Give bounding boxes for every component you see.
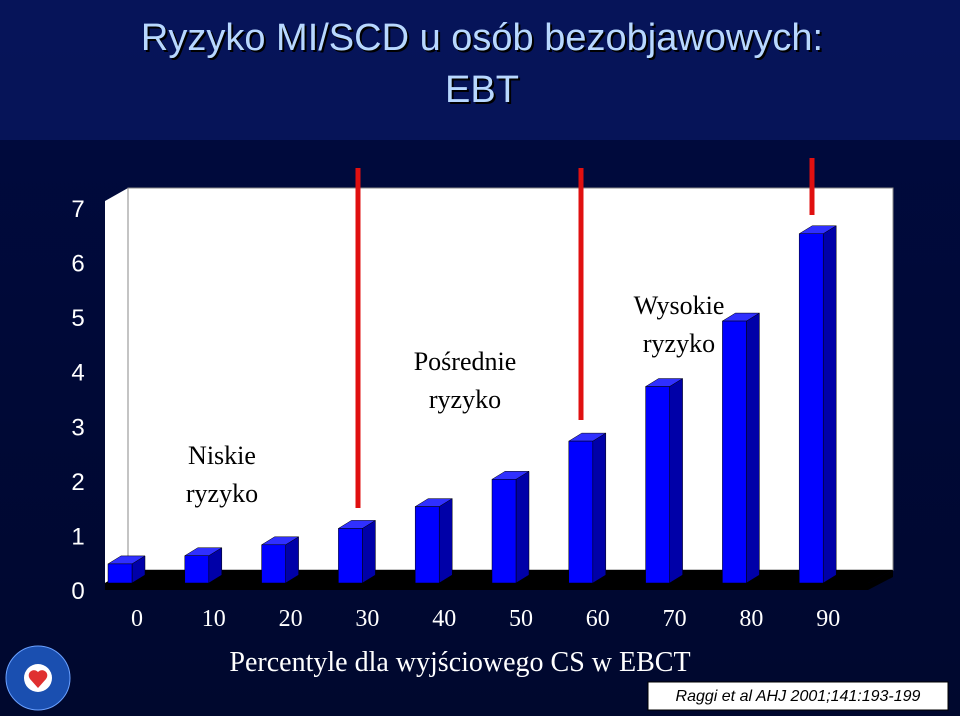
x-tick-label: 50 — [509, 606, 533, 632]
x-tick-label: 40 — [432, 606, 456, 632]
x-tick-label: 70 — [663, 606, 687, 632]
annotation: ryzyko — [186, 479, 258, 508]
x-tick-label: 10 — [202, 606, 226, 632]
bar-side — [438, 498, 453, 584]
bar-side — [515, 470, 530, 584]
y-tick-label: 0 — [71, 578, 84, 605]
x-tick-label: 0 — [131, 606, 143, 632]
bar — [107, 563, 133, 584]
bar-side — [669, 378, 683, 584]
bar — [491, 479, 517, 584]
y-tick-label: 4 — [71, 360, 84, 387]
y-tick-label: 5 — [71, 305, 84, 332]
x-axis-label: Percentyle dla wyjściowego CS w EBCT — [229, 647, 690, 678]
annotation: Niskie — [188, 441, 256, 470]
y-tick-label: 3 — [71, 414, 84, 441]
annotation: Pośrednie — [414, 347, 517, 376]
bar-side — [362, 519, 376, 584]
bar-side — [746, 312, 760, 584]
bar — [798, 233, 824, 584]
bar — [184, 555, 210, 584]
y-tick-label: 7 — [71, 196, 84, 223]
bar — [414, 506, 440, 584]
x-tick-label: 80 — [739, 606, 763, 632]
x-tick-label: 90 — [816, 606, 840, 632]
bar-side — [592, 432, 607, 584]
source-box — [647, 681, 949, 711]
subtitle-shadow: EBT — [447, 71, 521, 113]
annotation: Wysokie — [634, 291, 725, 320]
bar — [338, 528, 363, 584]
bar-side — [822, 225, 837, 584]
source: Raggi et al AHJ 2001;141:193-199 — [676, 688, 921, 705]
side-wall — [105, 188, 128, 583]
annotation: ryzyko — [429, 385, 501, 414]
y-tick-label: 1 — [71, 523, 84, 550]
bar — [722, 320, 747, 584]
bar — [261, 544, 286, 584]
title-band — [0, 0, 960, 140]
logo-heart — [28, 670, 48, 688]
x-tick-label: 30 — [355, 606, 379, 632]
y-tick-label: 2 — [71, 469, 84, 496]
subtitle: EBT — [445, 69, 519, 111]
bar — [568, 440, 594, 584]
title: Ryzyko MI/SCD u osób bezobjawowych: — [141, 17, 823, 59]
title-shadow: Ryzyko MI/SCD u osób bezobjawowych: — [143, 19, 825, 61]
x-tick-label: 20 — [279, 606, 303, 632]
annotation: ryzyko — [643, 329, 715, 358]
x-tick-label: 60 — [586, 606, 610, 632]
floor-edge — [868, 570, 893, 590]
y-tick-label: 6 — [71, 251, 84, 278]
bar — [645, 386, 670, 584]
